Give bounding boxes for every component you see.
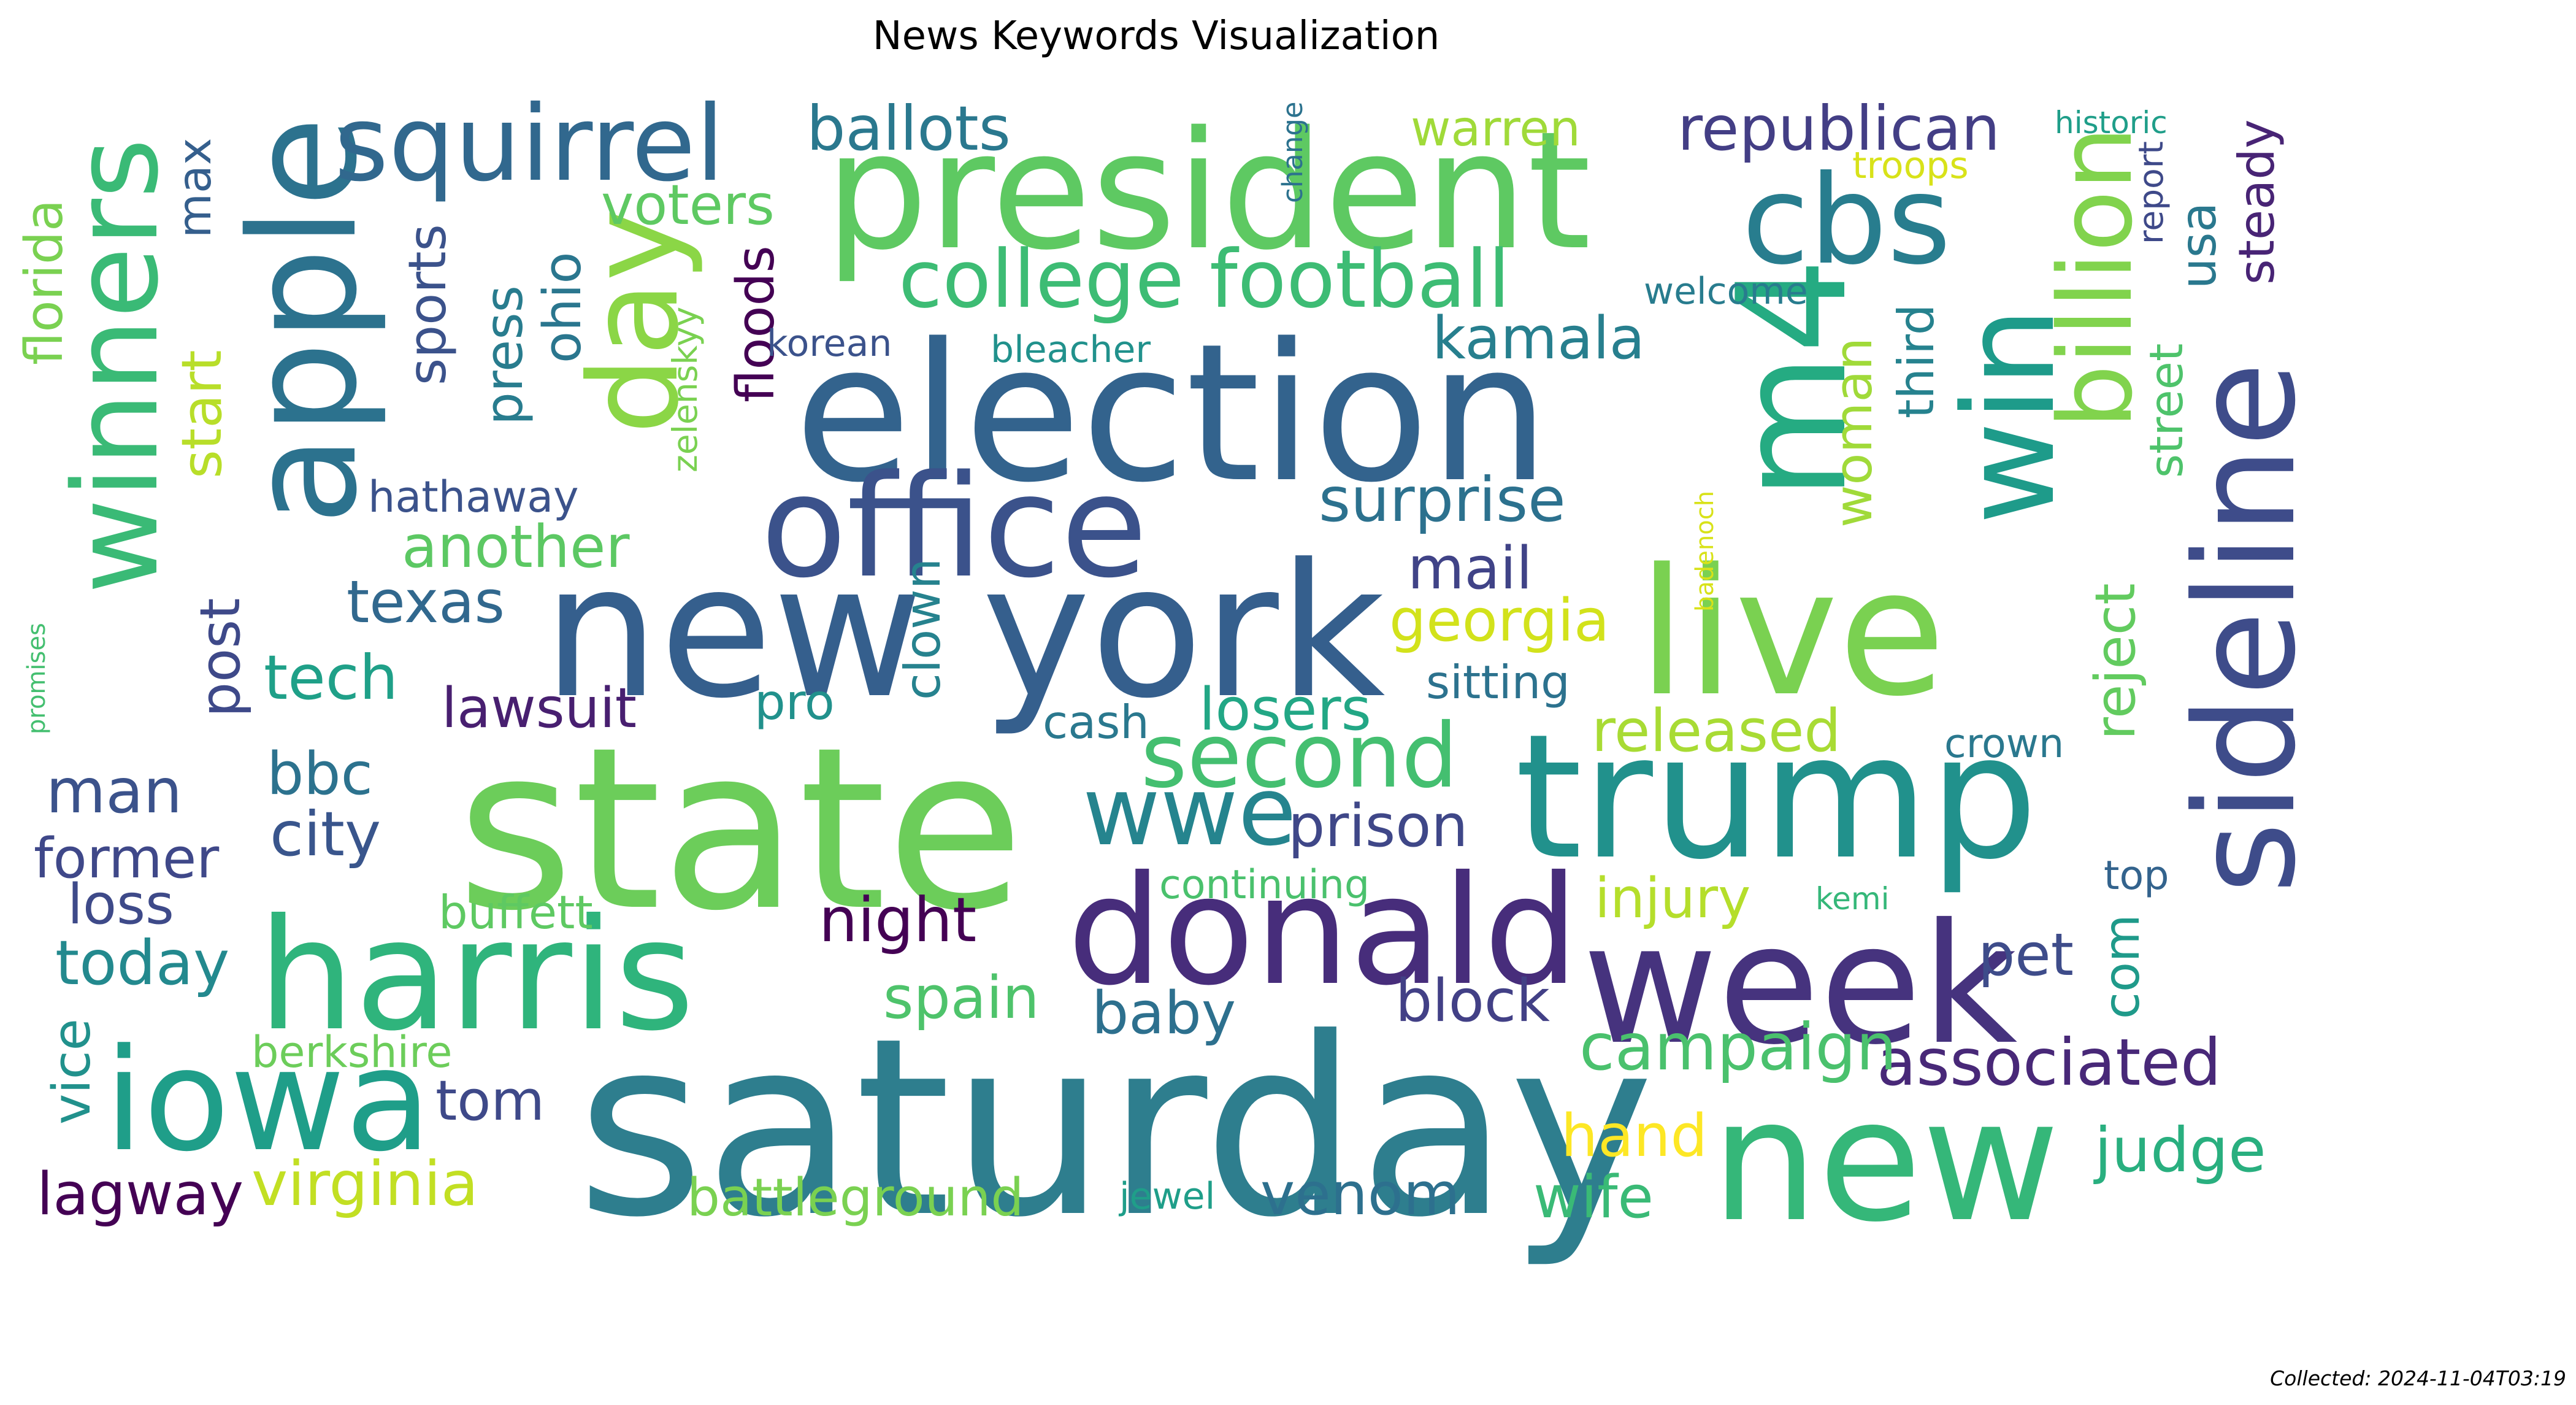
word-ohio: ohio — [532, 252, 593, 364]
word-pet: pet — [1978, 922, 2074, 989]
word-live: live — [1638, 531, 1946, 735]
word-street: street — [2139, 343, 2193, 478]
word-wife: wife — [1533, 1164, 1654, 1231]
word-former: former — [34, 826, 220, 891]
word-iowa: iowa — [104, 1019, 432, 1183]
word-sitting: sitting — [1426, 655, 1570, 709]
word-surprise: surprise — [1319, 464, 1566, 536]
word-vice: vice — [42, 1018, 102, 1125]
word-block: block — [1395, 968, 1551, 1035]
word-buffett: buffett — [439, 885, 593, 939]
word-cash: cash — [1043, 695, 1149, 749]
word-woman: woman — [1823, 337, 1884, 528]
word-new: new — [1711, 1063, 2060, 1259]
word-georgia: georgia — [1389, 587, 1610, 655]
word-today: today — [55, 927, 230, 999]
word-historic: historic — [2055, 105, 2168, 140]
word-baby: baby — [1092, 980, 1236, 1047]
word-ballots: ballots — [807, 93, 1011, 164]
word-florida: florida — [14, 199, 75, 365]
chart-title: News Keywords Visualization — [872, 13, 1440, 59]
word-donald: donald — [1067, 844, 1579, 1018]
word-campaign: campaign — [1579, 1010, 1897, 1085]
word-report: report — [2131, 141, 2171, 244]
word-berkshire: berkshire — [251, 1027, 453, 1077]
word-squirrel: squirrel — [334, 83, 725, 205]
word-third: third — [1888, 304, 1945, 418]
word-losers: losers — [1199, 676, 1372, 744]
word-venom: venom — [1260, 1161, 1460, 1228]
word-week: week — [1582, 888, 2018, 1081]
word-warren: warren — [1411, 100, 1581, 157]
word-max: max — [167, 137, 221, 238]
word-troops: troops — [1852, 144, 1969, 187]
word-pro: pro — [754, 674, 835, 731]
word-city: city — [270, 798, 381, 870]
word-second: second — [1141, 704, 1459, 808]
word-zelenskyy: zelenskyy — [665, 306, 705, 472]
word-cbs: cbs — [1742, 149, 1952, 292]
word-released: released — [1592, 698, 1841, 765]
word-continuing: continuing — [1159, 862, 1370, 908]
word-trump: trump — [1515, 698, 2038, 898]
word-new-york: new york — [543, 525, 1386, 739]
word-clown: clown — [894, 558, 951, 700]
word-spain: spain — [883, 964, 1040, 1032]
word-associated: associated — [1877, 1025, 2221, 1100]
word-bleacher: bleacher — [991, 328, 1151, 371]
word-com: com — [2093, 914, 2150, 1019]
word-virginia: virginia — [251, 1148, 479, 1220]
word-steady: steady — [2228, 119, 2285, 285]
word-judge: judge — [2095, 1114, 2266, 1186]
word-korean: korean — [767, 322, 892, 365]
word-state: state — [457, 699, 1024, 960]
word-republican: republican — [1677, 93, 2000, 164]
word-kemi: kemi — [1815, 881, 1890, 917]
word-press: press — [474, 285, 535, 425]
word-sports: sports — [397, 224, 458, 385]
word-texas: texas — [347, 569, 505, 636]
word-lawsuit: lawsuit — [442, 676, 637, 741]
word-tech: tech — [264, 642, 399, 714]
word-top: top — [2104, 853, 2169, 899]
word-post: post — [188, 598, 253, 717]
word-change: change — [1276, 101, 1309, 203]
word-battleground: battleground — [687, 1168, 1024, 1228]
word-mail: mail — [1408, 535, 1533, 602]
word-man: man — [46, 755, 183, 827]
word-another: another — [402, 514, 630, 581]
word-kamala: kamala — [1432, 305, 1645, 372]
word-college-football: college football — [899, 233, 1511, 326]
word-saturday: saturday — [577, 986, 1655, 1271]
word-prison: prison — [1288, 793, 1468, 860]
word-sideline: sideline — [2166, 361, 2326, 894]
word-harris: harris — [258, 886, 695, 1064]
word-injury: injury — [1595, 866, 1751, 931]
collected-timestamp: Collected: 2024-11-04T03:19 — [2270, 1366, 2566, 1390]
word-welcome: welcome — [1644, 270, 1808, 313]
word-wwe: wwe — [1083, 756, 1297, 867]
word-hand: hand — [1561, 1103, 1708, 1170]
word-winners: winners — [48, 137, 184, 594]
word-badenoch: badenoch — [1691, 490, 1719, 612]
word-bbc: bbc — [267, 741, 373, 808]
word-crown: crown — [1944, 721, 2064, 767]
word-promises: promises — [23, 623, 51, 734]
word-night: night — [819, 884, 977, 956]
word-hathaway: hathaway — [368, 472, 579, 522]
word-president: president — [825, 97, 1592, 286]
word-loss: loss — [67, 872, 174, 937]
word-reject: reject — [2083, 583, 2148, 740]
word-usa: usa — [2170, 202, 2227, 289]
word-voters: voters — [601, 173, 775, 237]
word-election: election — [794, 303, 1550, 525]
word-jewel: jewel — [1119, 1175, 1216, 1218]
word-office: office — [761, 445, 1148, 609]
word-tom: tom — [435, 1069, 545, 1133]
word-start: start — [170, 350, 234, 479]
word-lagway: lagway — [37, 1161, 244, 1228]
